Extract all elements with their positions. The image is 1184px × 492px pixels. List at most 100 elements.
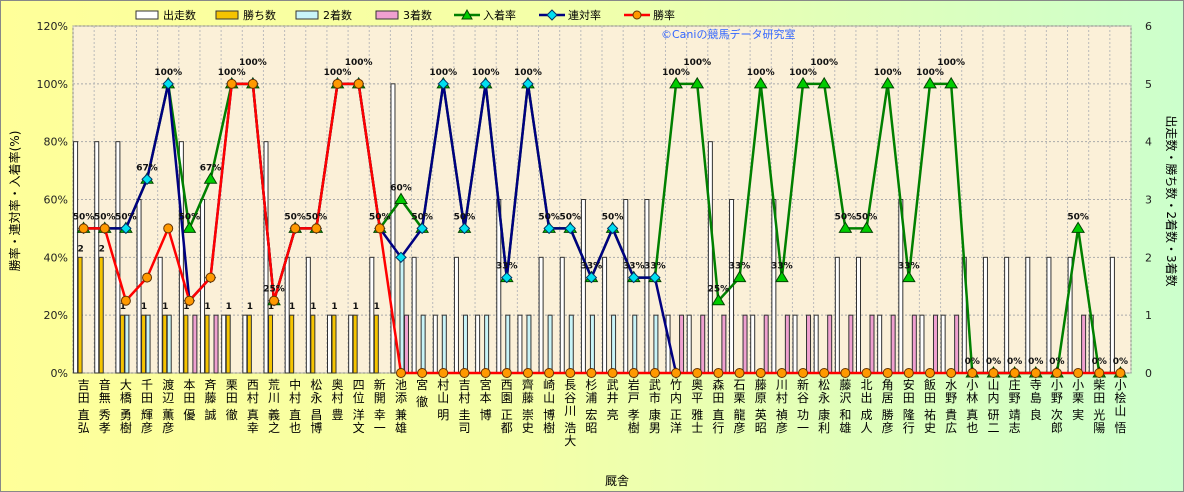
x-tick-label: 吉田直弘 <box>78 378 90 435</box>
ren-rate-point <box>564 222 576 235</box>
starts-bar <box>327 314 332 374</box>
rate-data-label: 33% <box>644 262 666 272</box>
starts-bar <box>750 314 756 374</box>
win-rate-point <box>205 272 216 283</box>
win-rate-point <box>692 368 703 378</box>
starts-bar <box>877 314 883 374</box>
win-rate-point <box>713 368 724 378</box>
x-tick-label: 齊藤崇史 <box>522 378 534 435</box>
win-count-label: 1 <box>268 302 274 312</box>
third-bar <box>679 314 685 374</box>
y-right-tick-label: 1 <box>1145 309 1152 322</box>
starts-bar <box>1004 256 1010 374</box>
x-tick-label: 新開幸一 <box>374 377 386 435</box>
wins-bar <box>119 314 125 374</box>
rate-data-label: 50% <box>538 212 560 222</box>
x-tick-label: 村山明 <box>437 378 449 422</box>
wins-bar <box>352 314 358 374</box>
third-bar <box>911 314 917 374</box>
rate-data-label: 100% <box>324 68 352 78</box>
starts-bar <box>390 83 396 374</box>
third-bar <box>403 314 409 374</box>
rate-data-label: 33% <box>623 262 645 272</box>
legend-label: 3着数 <box>403 8 432 22</box>
x-tick-label: 斉藤誠 <box>205 377 217 422</box>
in-rate-point <box>182 221 197 233</box>
x-tick-label: 大橋勇樹 <box>120 378 132 435</box>
rate-data-label: 100% <box>683 58 711 68</box>
win-rate-point <box>99 223 110 234</box>
x-tick-label: 千田輝彦 <box>141 378 153 435</box>
starts-bar <box>221 314 227 374</box>
y-right-tick-label: 0 <box>1145 367 1152 380</box>
in-rate-point <box>753 76 768 89</box>
x-tick-label: 崎山博樹 <box>543 378 555 435</box>
in-rate-point <box>394 192 408 204</box>
starts-bar <box>813 314 819 374</box>
third-bar <box>890 314 896 374</box>
starts-bar <box>919 314 925 374</box>
x-tick-label: 山内研二 <box>987 378 999 435</box>
rate-data-label: 100% <box>662 68 690 78</box>
win-rate-point <box>163 223 174 234</box>
rate-data-label: 0% <box>1092 357 1107 367</box>
in-rate-point <box>732 270 747 283</box>
starts-bar <box>1025 256 1031 374</box>
watermark: ©Caniの競馬データ研究室 <box>661 27 795 41</box>
win-count-label: 1 <box>247 302 253 312</box>
win-rate-point <box>882 368 893 378</box>
win-count-label: 1 <box>353 302 359 312</box>
rate-data-label: 33% <box>898 262 920 272</box>
starts-bar <box>580 199 586 374</box>
rate-data-label: 50% <box>559 212 581 222</box>
starts-bar <box>453 256 459 374</box>
starts-bar <box>305 256 311 374</box>
wins-bar <box>373 314 379 374</box>
win-rate-point <box>522 368 533 378</box>
legend-label: 2着数 <box>323 8 352 22</box>
rate-data-label: 50% <box>856 212 878 222</box>
rate-data-label: 33% <box>581 262 603 272</box>
rate-data-label: 100% <box>218 68 246 78</box>
win-rate-point <box>142 272 153 283</box>
legend-marker <box>546 9 558 21</box>
second-bar <box>505 314 511 374</box>
y-left-tick-label: 120% <box>37 20 68 33</box>
starts-bar <box>1046 256 1052 374</box>
third-bar <box>700 314 706 374</box>
win-rate-point <box>353 78 364 89</box>
legend-swatch <box>375 10 399 20</box>
in-rate-point <box>880 76 895 89</box>
x-tick-label: 本田優 <box>183 378 195 422</box>
win-count-label: 1 <box>204 302 210 312</box>
y-left-tick-label: 40% <box>44 251 68 264</box>
ren-rate-point <box>628 271 640 284</box>
starts-bar <box>538 256 544 374</box>
rate-data-label: 100% <box>345 58 373 68</box>
legend-label: 勝ち数 <box>243 8 276 22</box>
ren-rate-point <box>416 222 428 235</box>
third-bar <box>742 314 748 374</box>
win-count-label: 1 <box>162 302 168 312</box>
y-left-tick-label: 20% <box>44 309 68 322</box>
win-rate-point <box>480 368 491 378</box>
rate-data-label: 0% <box>986 357 1001 367</box>
win-rate-point <box>840 368 851 378</box>
axes: 0%20%40%60%80%100%120%0123456吉田直弘音無秀孝大橋勇… <box>37 20 1152 448</box>
y-right-tick-label: 6 <box>1145 20 1152 33</box>
second-bar <box>145 314 151 374</box>
rate-data-label: 0% <box>965 357 980 367</box>
ren-rate-point <box>458 222 471 235</box>
in-rate-point <box>796 76 810 89</box>
x-tick-label: 藤沢和雄 <box>839 378 851 435</box>
second-bar <box>124 314 130 374</box>
x-tick-label: 飯田祐史 <box>924 377 936 435</box>
x-tick-label: 松永康利 <box>818 378 830 435</box>
third-bar <box>954 314 960 374</box>
win-rate-point <box>332 78 343 89</box>
rate-data-label: 50% <box>411 212 433 222</box>
second-bar <box>166 314 172 374</box>
legend-label: 連対率 <box>568 8 601 22</box>
starts-bar <box>411 256 417 374</box>
x-tick-label: 奥平雅士 <box>691 378 703 435</box>
